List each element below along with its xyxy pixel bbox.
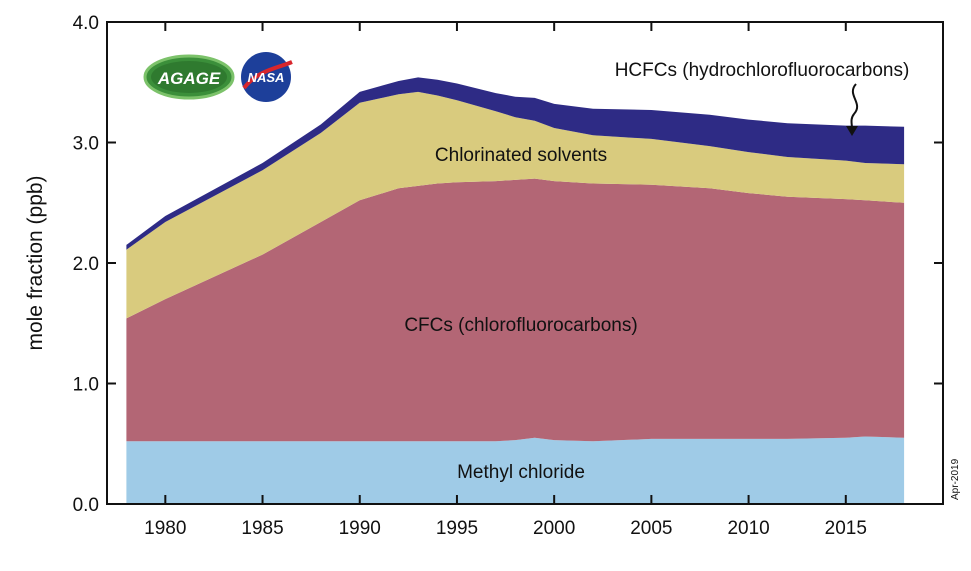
area-cfcs-chlorofluorocarbons [126,178,905,442]
y-tick-label: 1.0 [73,375,99,396]
series-label-chlorinated-solvents: Chlorinated solvents [435,145,607,166]
svg-text:AGAGE: AGAGE [157,69,221,88]
area-chlorinated-solvents [126,91,905,319]
y-axis-title: mole fraction (ppb) [24,175,47,350]
x-tick-label: 2015 [825,518,867,539]
hcfc-annotation-arrowhead [846,126,858,136]
date-stamp: Apr-2019 [950,458,961,500]
y-tick-label: 2.0 [73,254,99,275]
x-tick-label: 2010 [727,518,769,539]
area-methyl-chloride [126,436,905,504]
axis-ticks: 1980 1985 1990 1995 2000 2005 2010 2015 0.0 1.0 2.… [73,13,943,539]
x-tick-label: 1985 [241,518,283,539]
y-tick-label: 4.0 [73,13,99,34]
x-tick-label: 1995 [436,518,478,539]
x-tick-label: 2000 [533,518,575,539]
agage-logo: AGAGE [143,54,235,100]
x-tick-label: 2005 [630,518,672,539]
y-tick-label: 3.0 [73,134,99,155]
series-label-hcfcs: HCFCs (hydrochlorofluorocarbons) [615,60,910,81]
area-hcfcs-hydrochlorofluorocarbons [126,77,905,250]
chart-areas [126,77,905,504]
x-tick-label: 1980 [144,518,186,539]
nasa-logo: NASA [241,52,293,102]
series-label-methyl-chloride: Methyl chloride [457,462,585,483]
x-tick-label: 1990 [339,518,381,539]
hcfc-annotation-arrow [850,83,859,129]
y-tick-label: 0.0 [73,495,99,516]
svg-text:NASA: NASA [248,70,285,85]
series-label-cfcs: CFCs (chlorofluorocarbons) [404,315,637,336]
